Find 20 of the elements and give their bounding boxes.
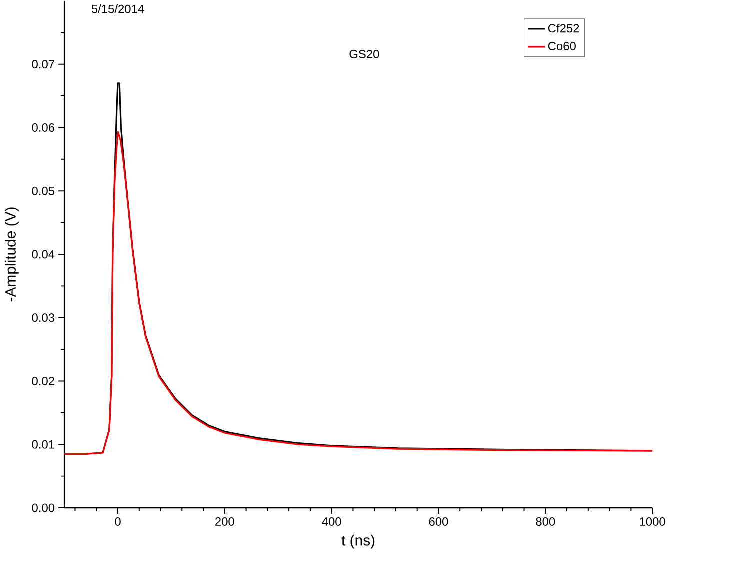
x-tick-label: 800: [536, 518, 556, 526]
legend-label: Co60: [548, 42, 576, 50]
y-tick-label: 0.06: [32, 124, 54, 132]
chart-title: 5/15/2014: [92, 4, 144, 14]
y-tick-label: 0.01: [32, 440, 54, 449]
x-tick-label: 200: [216, 518, 234, 526]
y-tick-label: 0.07: [32, 60, 54, 69]
y-tick-label: 0.00: [32, 504, 55, 512]
y-tick-label: 0.04: [32, 250, 55, 259]
x-tick-label: 1000: [640, 518, 666, 526]
x-tick-label: 400: [322, 518, 342, 526]
x-axis-title: t (ns): [342, 534, 375, 549]
x-tick-label: 0: [115, 518, 121, 526]
y-axis-title: -Amplitude (V): [4, 208, 19, 302]
legend-label: Cf252: [548, 24, 580, 33]
y-tick-label: 0.05: [32, 186, 55, 196]
annotation: GS20: [350, 50, 380, 58]
y-tick-label: 0.02: [32, 377, 54, 386]
x-tick-label: 600: [429, 518, 448, 526]
y-tick-label: 0.03: [32, 314, 54, 322]
